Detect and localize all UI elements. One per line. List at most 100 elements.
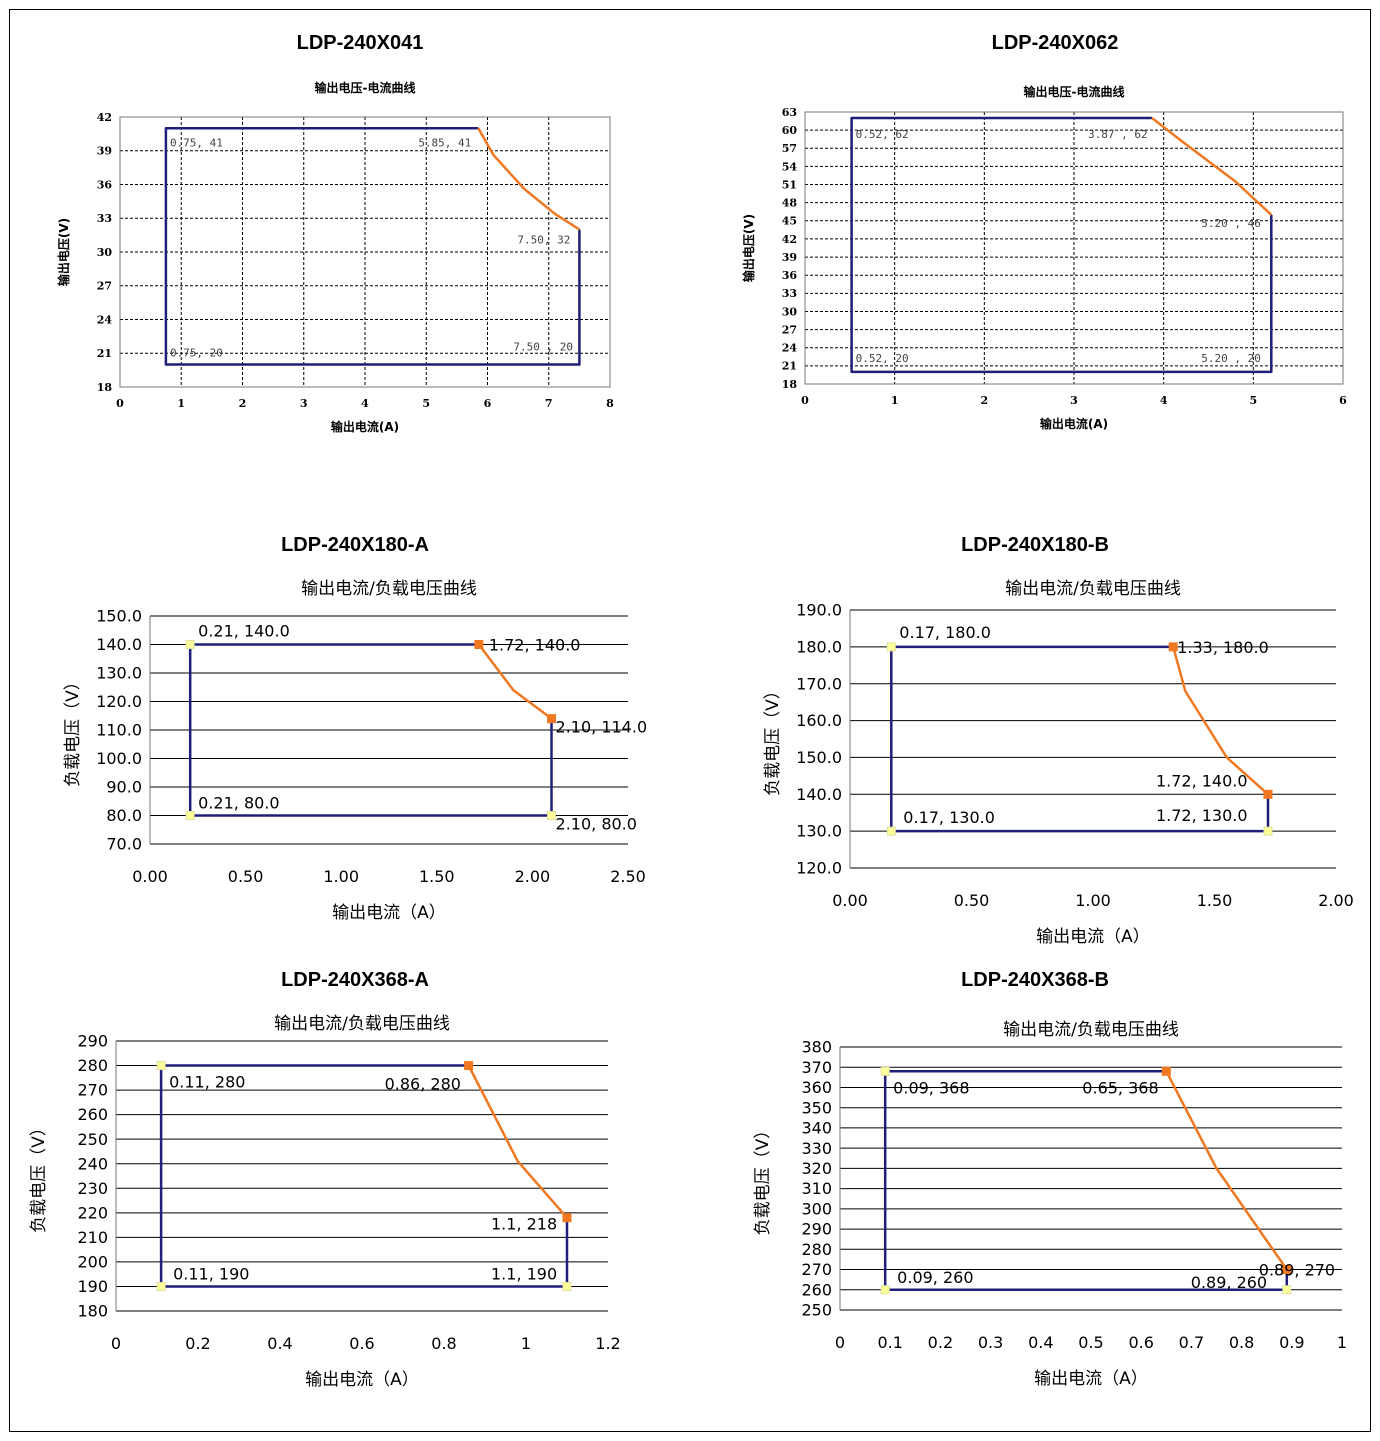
- y-tick-label: 290: [801, 1220, 832, 1239]
- y-tick-label: 39: [782, 251, 797, 264]
- chart-subtitle: 输出电压-电流曲线: [1024, 84, 1125, 99]
- x-tick-label: 1.2: [595, 1334, 620, 1353]
- series-line-curve: [1151, 117, 1273, 216]
- data-point-marker: [156, 1061, 166, 1071]
- data-point-marker: [562, 1281, 572, 1291]
- y-tick-label: 42: [782, 233, 797, 246]
- y-tick-label: 21: [782, 360, 797, 373]
- y-tick-label: 18: [782, 378, 798, 391]
- x-axis-title: 输出电流（A）: [305, 1370, 419, 1390]
- x-tick-label: 0.50: [954, 891, 990, 910]
- y-tick-label: 300: [801, 1199, 832, 1218]
- chart-subtitle: 输出电流/负载电压曲线: [1003, 1020, 1179, 1040]
- x-tick-label: 5: [1250, 394, 1258, 407]
- y-tick-label: 250: [801, 1301, 832, 1320]
- data-label: 0.52, 20: [856, 352, 909, 365]
- x-tick-label: 0.8: [431, 1334, 456, 1353]
- y-tick-label: 63: [782, 106, 797, 119]
- chart-subtitle: 输出电流/负载电压曲线: [274, 1014, 450, 1034]
- x-tick-label: 1.00: [323, 867, 359, 886]
- y-axis-title: 输出电压(V): [741, 214, 756, 282]
- data-label: 1.72, 140.0: [1156, 771, 1248, 790]
- data-point-marker: [886, 642, 896, 652]
- x-tick-label: 0.6: [1128, 1333, 1153, 1352]
- y-tick-label: 54: [782, 160, 798, 173]
- data-label: 1.72, 140.0: [489, 636, 581, 655]
- y-axis-title: 负载电压（V）: [29, 1119, 49, 1233]
- series-line-limit: [850, 116, 1273, 374]
- data-label: 0.17, 130.0: [903, 808, 995, 827]
- x-tick-label: 1: [891, 394, 899, 407]
- chart-svg: 输出电流/负载电压曲线 180 190 200 210 220 230 240 250 260 27…: [29, 1014, 621, 1390]
- x-tick-label: 8: [606, 397, 614, 410]
- data-label: 0.09, 368: [893, 1078, 969, 1097]
- chart-subtitle: 输出电流/负载电压曲线: [301, 579, 477, 599]
- x-tick-label: 1.50: [1197, 891, 1233, 910]
- x-axis-title: 输出电流(A): [331, 419, 399, 434]
- data-label: 0.21, 140.0: [198, 622, 290, 641]
- y-tick-label: 150.0: [796, 748, 842, 767]
- chart-subtitle: 输出电流/负载电压曲线: [1005, 579, 1181, 599]
- y-tick-label: 280: [801, 1240, 832, 1259]
- chart-panel-1: LDP-240X041 输出电压-电流曲线 18 21 24 27 30 33 36 39 42 0…: [20, 30, 640, 450]
- chart-panel-4: LDP-240X180-B 输出电流/负载电压曲线 120.0 130.0 140.0…: [700, 530, 1370, 960]
- y-tick-label: 230: [77, 1179, 108, 1198]
- series-line-limit: [159, 1064, 569, 1288]
- series-line-curve: [1165, 1070, 1288, 1271]
- chart-svg: 输出电流/负载电压曲线 120.0 130.0 140.0 150.0 160.0 170.…: [763, 579, 1354, 947]
- series-line-curve: [477, 643, 553, 720]
- y-tick-label: 48: [782, 197, 798, 210]
- plot-border: [119, 116, 611, 388]
- y-tick-label: 60: [782, 124, 798, 137]
- panel-title: LDP-240X180-A: [281, 534, 429, 556]
- x-tick-label: 0: [801, 394, 809, 407]
- y-tick-label: 180.0: [796, 637, 842, 656]
- chart-panel-2: LDP-240X062 输出电压-电流曲线 18 21 24 27 30 33 36 39 42 4…: [741, 30, 1365, 450]
- chart-panel-3: LDP-240X180-A 输出电流/负载电压曲线 70.0 80.0 90.0 100…: [20, 530, 690, 960]
- x-tick-label: 4: [361, 397, 369, 410]
- data-label: 5.85, 41: [418, 136, 471, 149]
- y-tick-label: 30: [97, 246, 113, 259]
- series-line-curve: [477, 127, 581, 231]
- x-tick-label: 0.4: [1028, 1333, 1053, 1352]
- y-tick-label: 340: [801, 1119, 832, 1138]
- data-label: 0.65, 368: [1082, 1078, 1158, 1097]
- y-tick-label: 21: [97, 347, 112, 360]
- x-tick-label: 0.50: [228, 867, 264, 886]
- y-tick-label: 180: [77, 1302, 108, 1321]
- y-tick-label: 350: [801, 1098, 832, 1117]
- y-tick-label: 70.0: [106, 835, 142, 854]
- data-point-marker: [1263, 826, 1273, 836]
- y-tick-label: 290: [77, 1032, 108, 1051]
- y-tick-label: 270: [801, 1260, 832, 1279]
- y-tick-label: 39: [97, 145, 112, 158]
- x-tick-label: 0.00: [132, 867, 168, 886]
- y-tick-label: 190.0: [796, 601, 842, 620]
- y-tick-label: 42: [97, 111, 112, 124]
- x-tick-label: 7: [545, 397, 553, 410]
- y-tick-label: 370: [801, 1058, 832, 1077]
- data-point-marker: [1282, 1285, 1292, 1295]
- y-tick-label: 250: [77, 1130, 108, 1149]
- y-tick-label: 210: [77, 1228, 108, 1247]
- chart-panel-5: LDP-240X368-A 输出电流/负载电压曲线 180 190 200 210 220…: [20, 965, 690, 1395]
- data-label: 3.87 , 62: [1088, 128, 1148, 141]
- data-point-marker: [1161, 1066, 1171, 1076]
- y-tick-label: 270: [77, 1081, 108, 1100]
- panel-title: LDP-240X368-B: [961, 969, 1109, 991]
- x-tick-label: 0: [111, 1334, 121, 1353]
- series-line-limit: [164, 127, 581, 366]
- chart-svg: 输出电压-电流曲线1821242730333639424548515457606…: [741, 84, 1347, 431]
- data-label: 0.52, 62: [856, 128, 909, 141]
- x-tick-label: 0.3: [978, 1333, 1003, 1352]
- data-label: 1.1, 190: [491, 1264, 557, 1283]
- x-tick-label: 0.9: [1279, 1333, 1304, 1352]
- data-label: 0.11, 190: [173, 1264, 249, 1283]
- x-tick-label: 0.8: [1229, 1333, 1254, 1352]
- data-label: 0.89, 270: [1259, 1261, 1335, 1280]
- data-point-marker: [185, 811, 195, 820]
- data-label: 2.10, 80.0: [556, 815, 637, 834]
- y-tick-label: 27: [782, 323, 797, 336]
- x-tick-label: 4: [1160, 394, 1168, 407]
